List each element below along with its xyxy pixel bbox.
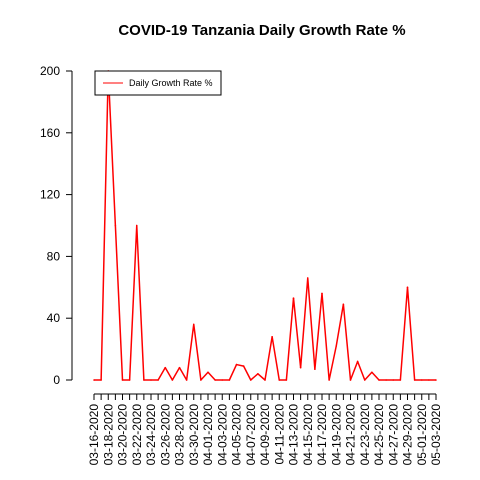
y-tick-label: 120 — [40, 188, 60, 202]
x-tick-label: 04-21-2020 — [344, 404, 358, 466]
data-point — [342, 303, 345, 306]
data-point — [335, 345, 338, 347]
data-point — [399, 379, 402, 381]
data-point — [235, 363, 238, 366]
data-point — [242, 365, 245, 367]
y-tick-label: 160 — [40, 126, 60, 140]
x-tick-label: 05-03-2020 — [429, 404, 443, 466]
data-point — [371, 371, 373, 374]
data-point — [271, 335, 273, 338]
data-point — [413, 379, 416, 381]
data-point — [299, 366, 302, 369]
data-point — [143, 379, 145, 381]
data-point — [321, 292, 323, 295]
data-point — [178, 366, 181, 369]
data-point — [385, 379, 387, 381]
x-tick-label: 03-24-2020 — [144, 404, 158, 466]
x-tick-label: 03-16-2020 — [87, 404, 101, 466]
x-tick-label: 04-23-2020 — [358, 404, 372, 466]
data-point — [128, 379, 131, 381]
data-point — [157, 379, 159, 381]
data-point — [285, 379, 288, 381]
data-point — [249, 379, 252, 381]
x-tick-label: 04-19-2020 — [329, 404, 343, 466]
x-tick-label: 04-29-2020 — [401, 404, 415, 466]
data-point — [363, 379, 366, 381]
x-tick-label: 04-13-2020 — [287, 404, 301, 466]
data-point — [406, 286, 409, 289]
x-tick-label: 03-18-2020 — [101, 404, 115, 466]
data-point — [228, 379, 231, 381]
plot-area — [93, 70, 437, 381]
x-tick-label: 04-07-2020 — [244, 404, 258, 466]
data-point — [171, 379, 174, 381]
y-tick-label: 80 — [47, 249, 61, 263]
data-point — [306, 277, 309, 279]
y-tick-label: 0 — [53, 373, 60, 387]
legend-label: Daily Growth Rate % — [129, 78, 213, 88]
data-point — [292, 297, 295, 299]
data-point — [192, 323, 195, 326]
x-tick-label: 03-22-2020 — [130, 404, 144, 466]
x-tick-label: 04-15-2020 — [301, 404, 315, 466]
data-point — [378, 379, 380, 381]
chart-title: COVID-19 Tanzania Daily Growth Rate % — [118, 22, 405, 39]
data-point — [185, 379, 188, 381]
data-point — [164, 366, 167, 369]
data-point — [214, 379, 216, 381]
data-point — [314, 368, 316, 370]
data-point — [114, 224, 117, 227]
x-tick-label: 04-09-2020 — [258, 404, 272, 466]
x-tick-label: 04-17-2020 — [315, 404, 329, 466]
data-point — [121, 379, 124, 381]
y-axis: 0 40 80 120 160 200 — [40, 64, 73, 387]
data-point — [356, 360, 359, 363]
x-tick-label: 05-01-2020 — [415, 404, 429, 466]
data-point — [278, 379, 281, 381]
x-tick-label: 03-30-2020 — [187, 404, 201, 466]
x-tick-label: 04-27-2020 — [386, 404, 400, 466]
x-tick-label: 03-20-2020 — [116, 404, 130, 466]
data-point — [150, 379, 152, 381]
data-point — [349, 379, 352, 381]
x-tick-label: 04-25-2020 — [372, 404, 386, 466]
legend: Daily Growth Rate % — [94, 70, 222, 96]
x-axis: 03-16-2020 03-18-2020 03-20-2020 03-22-2020… — [87, 393, 443, 466]
data-point — [420, 379, 423, 381]
data-point — [200, 379, 202, 381]
data-point — [264, 379, 266, 381]
x-tick-label: 04-11-2020 — [272, 404, 286, 465]
data-point — [328, 379, 330, 381]
series-line-daily-growth-rate — [94, 70, 436, 381]
data-point — [257, 373, 259, 375]
data-point — [392, 379, 395, 381]
y-tick-label: 200 — [40, 64, 60, 78]
data-point — [135, 224, 138, 227]
data-point — [435, 379, 437, 381]
x-tick-label: 03-28-2020 — [173, 404, 187, 466]
x-tick-label: 04-05-2020 — [230, 404, 244, 466]
data-point — [428, 379, 430, 381]
x-tick-label: 04-03-2020 — [215, 404, 229, 466]
data-point — [93, 379, 95, 381]
x-tick-label: 03-26-2020 — [158, 404, 172, 466]
y-tick-label: 40 — [47, 311, 61, 325]
data-point — [207, 371, 209, 374]
data-point — [100, 379, 102, 381]
data-point — [221, 379, 224, 381]
x-tick-label: 04-01-2020 — [201, 404, 215, 466]
